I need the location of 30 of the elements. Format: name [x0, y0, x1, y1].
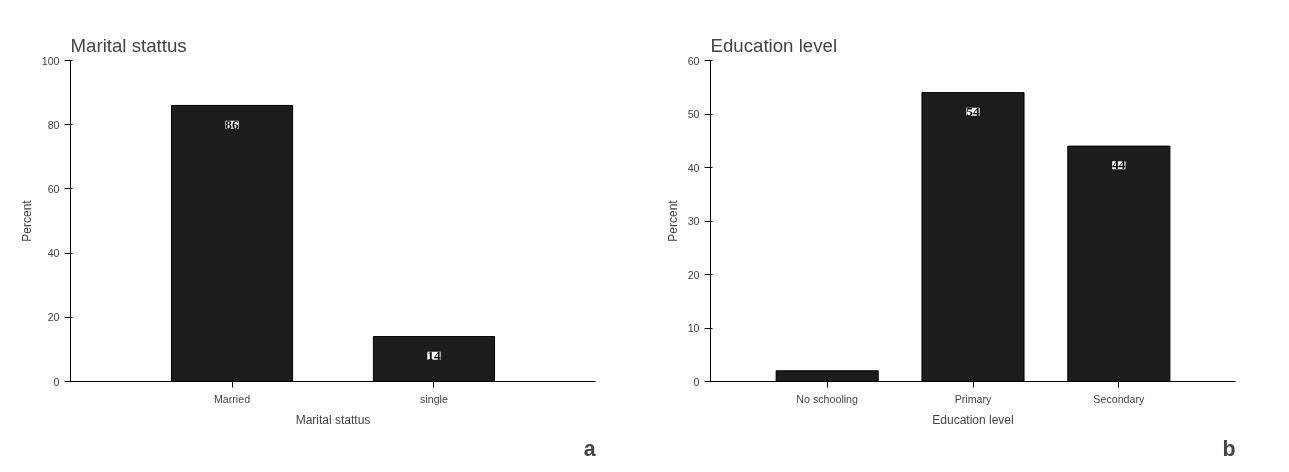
chart-title: Marital stattus	[70, 34, 187, 56]
y-tick-label: 40	[687, 161, 700, 174]
data-label: 86	[225, 116, 240, 132]
y-tick-label: 0	[693, 375, 700, 388]
y-tick-label: 0	[53, 375, 60, 388]
y-tick-label: 100	[41, 54, 60, 67]
y-tick-label: 80	[47, 118, 60, 131]
y-tick-label: 10	[687, 322, 700, 334]
x-tick-label: Primary	[954, 392, 993, 405]
y-axis-title: Percent	[19, 199, 34, 242]
x-tick-label: Married	[213, 392, 251, 405]
chart-title: Education level	[710, 34, 838, 56]
data-label: 44	[1112, 157, 1126, 173]
x-tick-label: single	[420, 392, 448, 405]
x-tick-label: No schooling	[796, 392, 859, 405]
y-tick-label: 40	[47, 247, 60, 260]
x-axis-title: Marital stattus	[295, 412, 371, 427]
x-axis-title: Education level	[932, 412, 1014, 427]
y-tick-label: 60	[687, 54, 700, 67]
y-tick-label: 30	[687, 215, 700, 227]
text: b	[1222, 436, 1236, 461]
y-tick-label: 50	[687, 108, 700, 120]
y-axis-title: Percent	[665, 199, 680, 242]
x-tick-label: Secondary	[1093, 392, 1145, 405]
text: a	[583, 436, 596, 461]
y-tick-label: 20	[687, 268, 700, 281]
data-label: 54	[966, 103, 980, 119]
data-label: 14	[427, 347, 441, 363]
y-tick-label: 60	[47, 182, 60, 195]
y-tick-label: 20	[47, 311, 60, 324]
